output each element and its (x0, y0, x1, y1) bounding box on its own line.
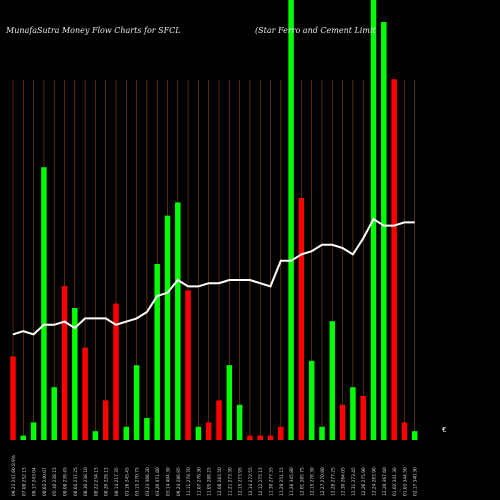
x-tick-label: 12.26 275.90 (361, 467, 367, 496)
x-tick-label: 02.17 340.30 (413, 467, 419, 496)
bar-34 (360, 396, 366, 440)
bar-23 (247, 435, 253, 440)
bar-24 (257, 435, 263, 440)
bar-6 (72, 308, 78, 440)
bar-1 (20, 435, 27, 440)
bar-19 (205, 422, 212, 440)
x-tick-label: 12.15 278.30 (310, 467, 316, 496)
x-tick-label: 12.12 275.15 (258, 467, 264, 496)
x-tick-label: 12.30 264.05 (341, 467, 347, 496)
bar-4 (51, 387, 57, 440)
x-tick-label: 12.28 277.25 (330, 467, 336, 496)
x-tick-label: 12.27 270.80 (320, 467, 326, 496)
x-tick-label: 12.20 367.60 (382, 467, 388, 496)
x-tick-label: 12.08 283.50 (217, 467, 223, 496)
bar-10 (113, 303, 119, 440)
x-tick-label: 12.31 273.45 (351, 467, 357, 496)
bar-25 (267, 435, 274, 440)
x-tick-label: 07.08 252.15 (21, 467, 27, 496)
bar-28 (298, 198, 305, 440)
bar-15 (164, 215, 171, 440)
x-tick-label: 09.23 247.60 8.9% (11, 455, 17, 496)
bar-17 (185, 290, 191, 440)
x-tick-label: 09.08 239.45 (63, 467, 69, 496)
bar-5 (61, 286, 68, 440)
bar-33 (350, 387, 356, 440)
bar-12 (133, 365, 140, 440)
bar-3 (41, 167, 47, 440)
x-tick-label: 12.01 285.75 (299, 467, 305, 496)
bar-21 (226, 365, 233, 440)
x-tick-label: 08.14 217.35 (114, 467, 120, 496)
bar-20 (216, 400, 222, 440)
bar-31 (329, 321, 336, 440)
company-name: (Star Ferro and Cement Limit (255, 26, 376, 35)
x-tick-label: 11.07 276.30 (196, 467, 202, 496)
x-tick-label: 03.15 270.75 (135, 467, 141, 496)
bar-27 (288, 0, 294, 440)
x-tick-label: 08.22 234.15 (93, 467, 99, 496)
x-tick-label: 12.24 283.90 (372, 467, 378, 496)
x-tick-label: 09.17 243.04 (32, 467, 38, 496)
x-tick-label: 11.21 273.30 (227, 467, 233, 496)
x-tick-label: 11.11 278.70 (186, 467, 192, 496)
x-tick-label: 12.15 273.95 (238, 467, 244, 496)
bar-9 (102, 400, 109, 440)
bar-2 (30, 422, 37, 440)
bar-30 (319, 426, 325, 440)
x-tick-label: 01.03 344.50 (402, 467, 408, 496)
x-tick-label: 08.04 237.25 (73, 467, 79, 496)
bar-7 (82, 347, 88, 440)
bar-26 (278, 426, 284, 440)
x-tick-label: 03.23 306.20 (145, 467, 151, 496)
bar-38 (401, 422, 408, 440)
x-tick-label: 08.20 229.15 (104, 467, 110, 496)
tick-labels: 09.23 247.60 8.9% 07.08 252.15 09.17 243.0… (11, 455, 419, 496)
x-tick-label: 01.02 341.30 (392, 467, 398, 496)
bar-29 (308, 360, 315, 440)
bar-36 (381, 22, 387, 440)
bar-37 (391, 79, 397, 440)
x-tick-label: 05.10 238.15 (52, 467, 58, 496)
x-tick-label: 03.16 245.45 (124, 467, 130, 496)
x-tick-label: 11.30 277.35 (269, 467, 275, 496)
x-tick-label: 11.05 288.25 (207, 467, 213, 496)
x-tick-label: 03.14 404.30 (166, 467, 172, 496)
bar-22 (236, 404, 243, 440)
x-tick-label: 12.14 272.55 (248, 467, 254, 496)
bar-11 (123, 426, 130, 440)
x-tick-label: 11.29 251.15 (279, 467, 285, 496)
money-flow-line (12, 217, 415, 336)
x-tick-label: 03.20 471.60 (155, 467, 161, 496)
bar-8 (92, 431, 99, 440)
bar-14 (154, 264, 160, 440)
chart-title: MunafaSutra Money Flow Charts for SFCL (6, 26, 181, 35)
bar-0 (10, 356, 16, 440)
bar-32 (339, 404, 346, 440)
bar-18 (195, 426, 202, 440)
bar-39 (411, 431, 418, 440)
bar-16 (175, 202, 181, 440)
x-tick-label: 09.24 286.95 (176, 467, 182, 496)
x-tick-label: 08.30 238.10 (83, 467, 89, 496)
bars (10, 0, 418, 440)
x-tick-label: 08.03 240.07 (42, 467, 48, 496)
bar-13 (144, 418, 150, 440)
x-tick-label: 11.28 345.80 (289, 467, 295, 496)
last-marker: € (442, 426, 446, 434)
